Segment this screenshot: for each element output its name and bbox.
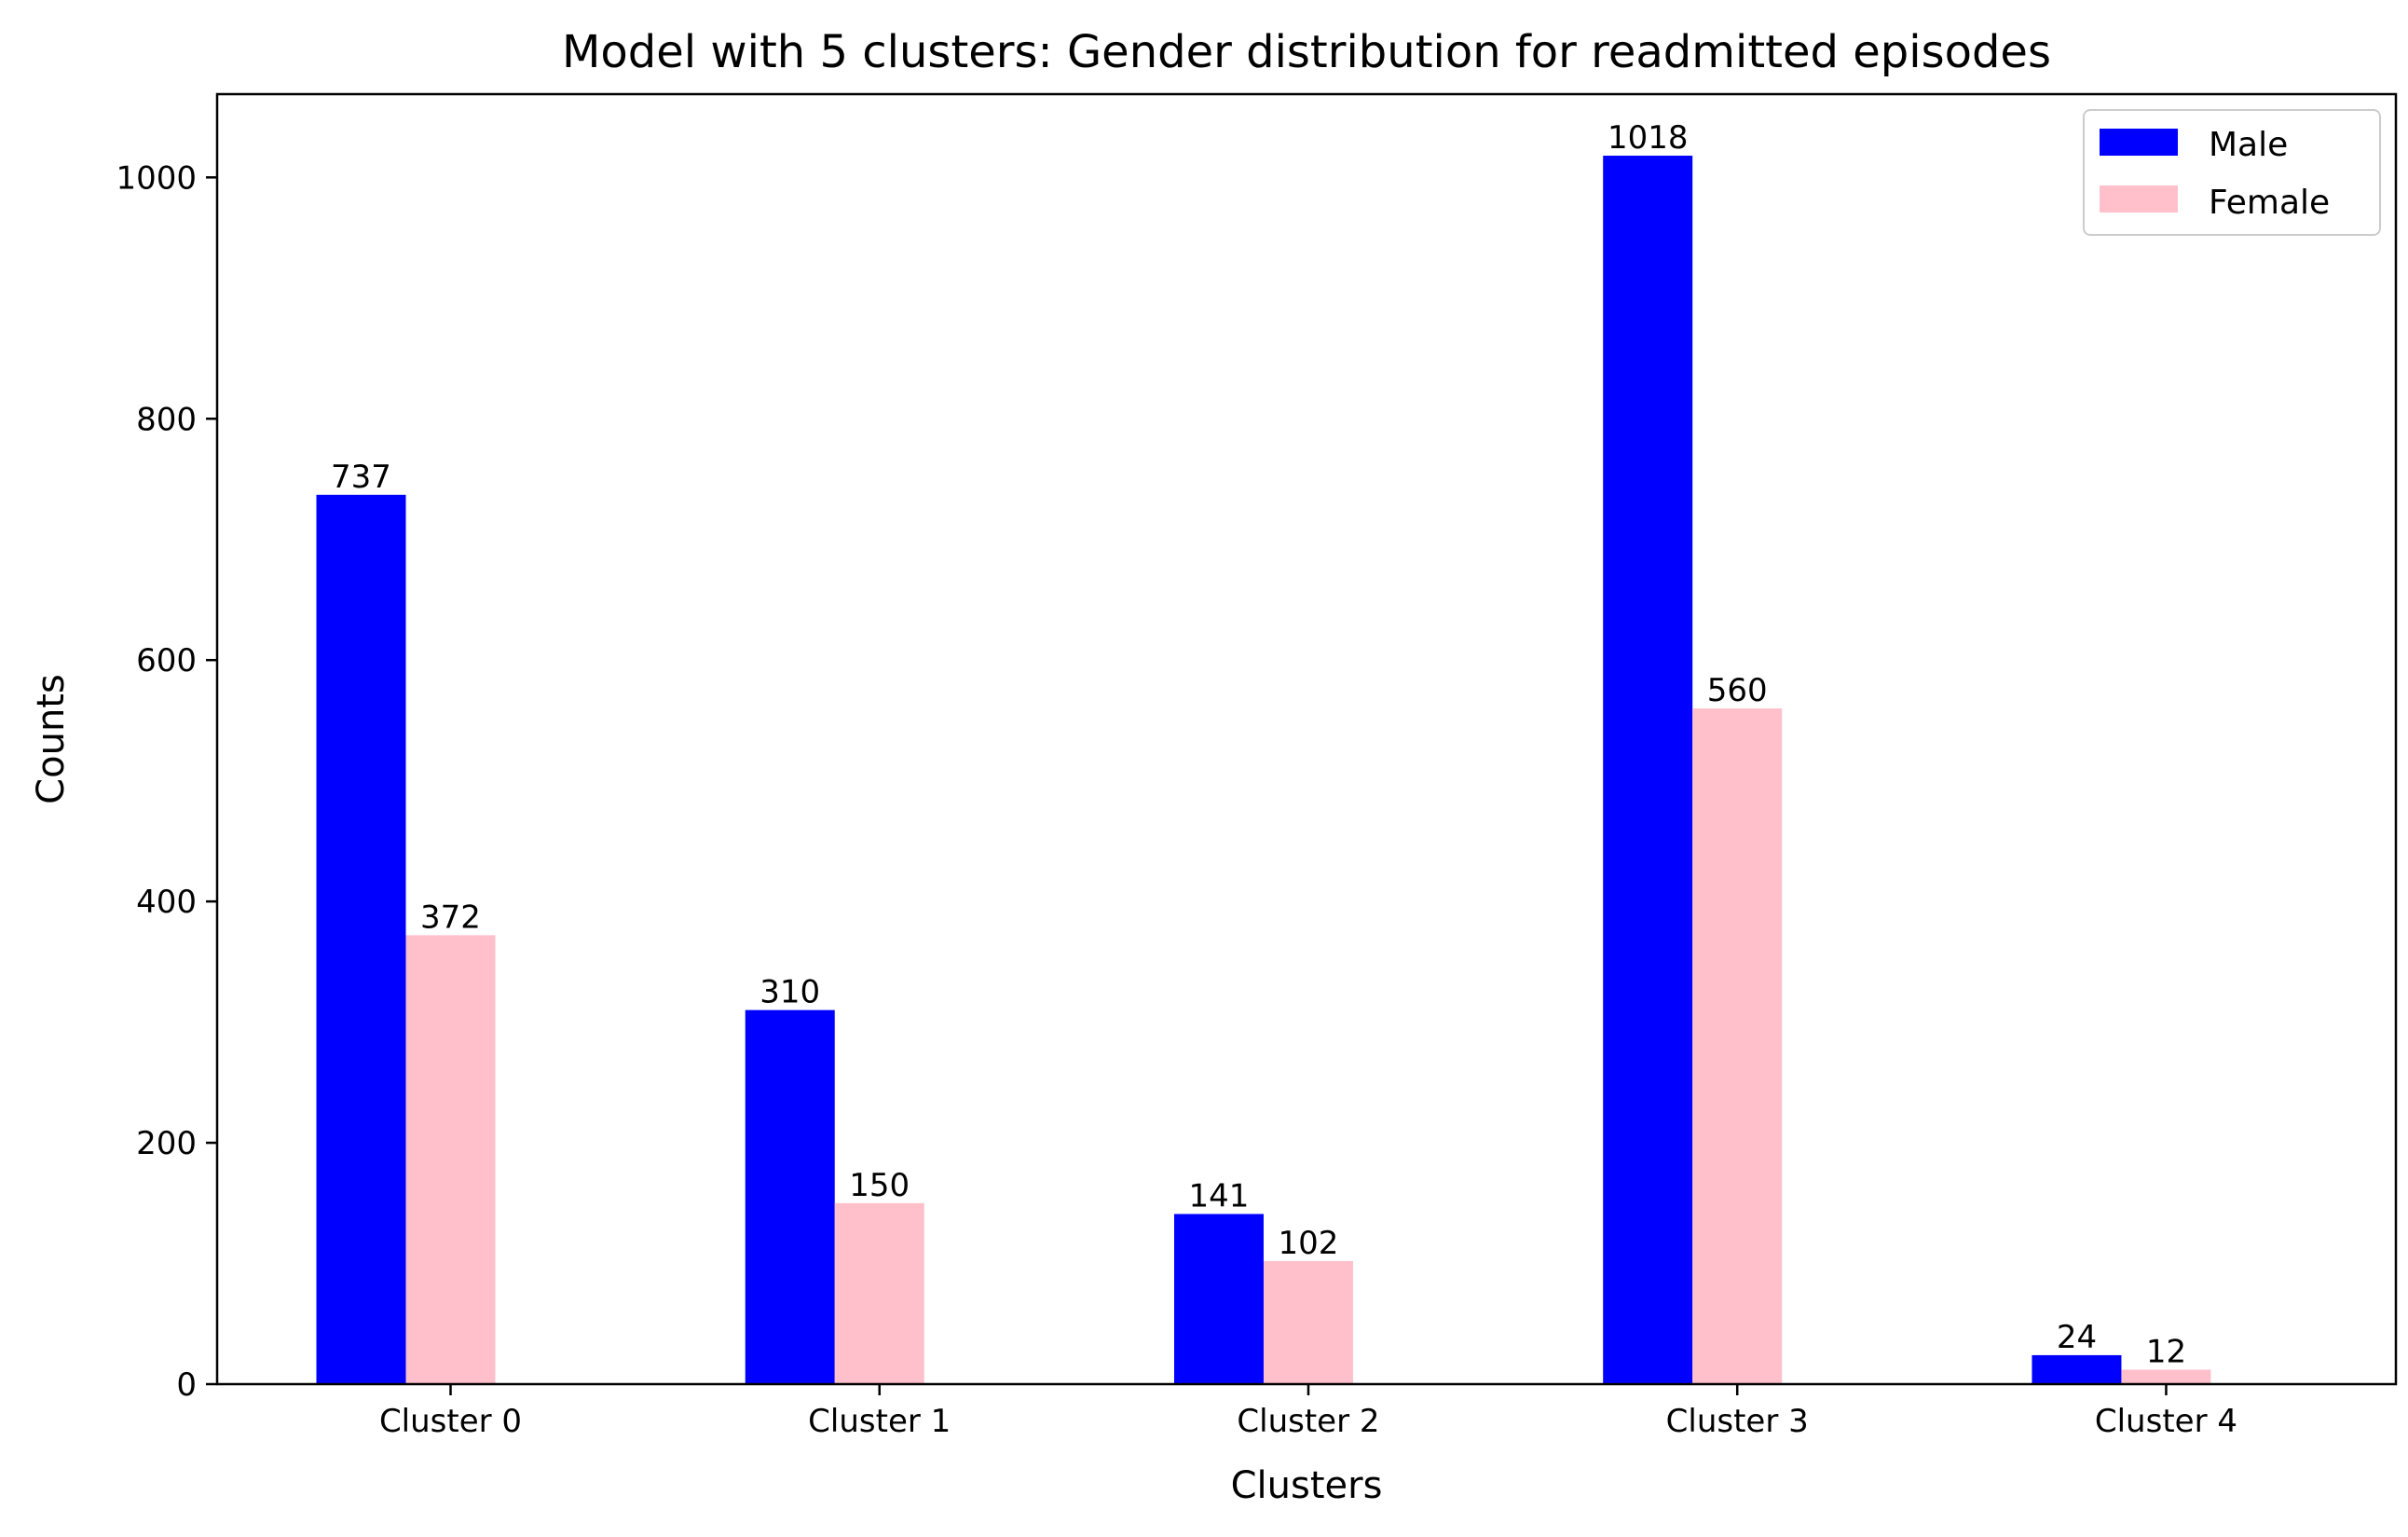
data-label-male-cluster-0: 737 — [331, 459, 391, 496]
bar-male-cluster-0 — [316, 494, 406, 1384]
chart-title: Model with 5 clusters: Gender distributi… — [562, 26, 2051, 78]
y-tick-label: 400 — [136, 884, 197, 921]
y-axis: 0 200 400 600 800 1000 — [116, 159, 217, 1404]
plot-frame — [215, 92, 2398, 1386]
data-label-female-cluster-0: 372 — [420, 899, 481, 936]
data-label-female-cluster-3: 560 — [1707, 672, 1768, 709]
data-label-male-cluster-1: 310 — [759, 974, 820, 1011]
y-axis-label: Counts — [30, 674, 73, 804]
legend-swatch-female — [2100, 185, 2178, 213]
data-label-female-cluster-1: 150 — [849, 1167, 910, 1204]
bar-male-cluster-3 — [1603, 156, 1693, 1384]
data-label-female-cluster-4: 12 — [2146, 1333, 2186, 1370]
x-tick-label: Cluster 4 — [2095, 1403, 2237, 1440]
bar-male-cluster-4 — [2032, 1354, 2122, 1384]
bar-male-cluster-1 — [745, 1009, 835, 1384]
x-tick-label: Cluster 2 — [1237, 1403, 1379, 1440]
y-tick-label: 600 — [136, 642, 197, 679]
legend-swatch-male — [2100, 129, 2178, 156]
data-label-male-cluster-3: 1018 — [1608, 119, 1689, 157]
data-labels-layer: 737 372 310 150 141 102 1018 560 24 12 — [331, 119, 2186, 1370]
data-label-male-cluster-2: 141 — [1189, 1177, 1250, 1215]
legend: Male Female — [2083, 109, 2381, 236]
bar-female-cluster-3 — [1692, 707, 1783, 1384]
y-tick-label: 1000 — [116, 159, 197, 197]
data-label-female-cluster-2: 102 — [1279, 1225, 1339, 1262]
x-tick-label: Cluster 3 — [1666, 1403, 1809, 1440]
bar-female-cluster-1 — [834, 1202, 924, 1384]
y-tick-label: 0 — [176, 1366, 197, 1404]
x-tick-label: Cluster 0 — [379, 1403, 522, 1440]
legend-label-male: Male — [2209, 126, 2288, 164]
x-axis-label: Clusters — [1231, 1464, 1383, 1507]
bar-female-cluster-4 — [2121, 1369, 2211, 1384]
x-axis: Cluster 0 Cluster 1 Cluster 2 Cluster 3 Clus… — [379, 1384, 2237, 1440]
bar-female-cluster-0 — [405, 935, 496, 1384]
legend-label-female: Female — [2209, 184, 2330, 222]
y-tick-label: 800 — [136, 401, 197, 438]
bars-layer — [316, 156, 2211, 1384]
y-tick-label: 200 — [136, 1125, 197, 1162]
x-tick-label: Cluster 1 — [808, 1403, 951, 1440]
data-label-male-cluster-4: 24 — [2057, 1319, 2097, 1356]
bar-male-cluster-2 — [1173, 1214, 1264, 1384]
bar-female-cluster-2 — [1263, 1260, 1353, 1384]
